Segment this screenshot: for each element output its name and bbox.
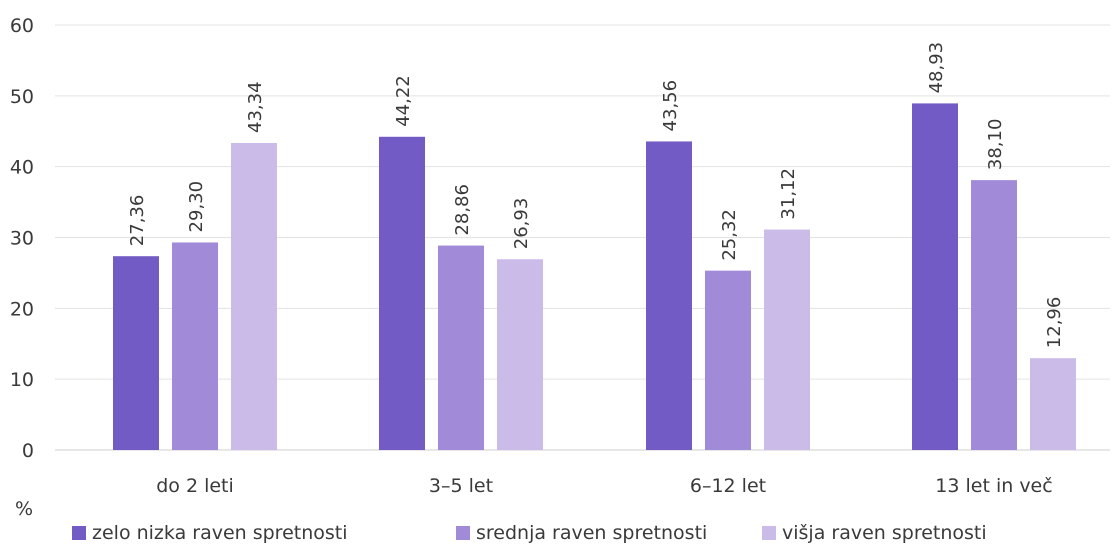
category-label: 13 let in več [935,475,1052,497]
bar [764,229,810,450]
data-label: 28,86 [452,184,473,236]
bars [113,103,1076,450]
data-label: 25,32 [719,209,740,261]
data-label: 26,93 [511,198,532,250]
legend-label: višja raven spretnosti [782,522,987,544]
y-tick-label: 10 [10,369,34,391]
category-labels: do 2 leti 3–5 let 6–12 let 13 let in več [156,475,1052,497]
bar [379,136,425,450]
bar [231,143,277,450]
y-tick-label: 20 [10,298,34,320]
y-axis-ticks: 0 10 20 30 40 50 60 [10,15,34,462]
category-label: do 2 leti [156,475,234,497]
gridlines [55,24,1110,451]
category-label: 3–5 let [429,475,493,497]
legend-label: zelo nizka raven spretnosti [92,522,348,544]
bar [1030,358,1076,450]
y-tick-label: 40 [10,157,34,179]
y-tick-label: 50 [10,86,34,108]
data-label: 43,34 [245,81,266,133]
data-label: 12,96 [1044,297,1065,349]
data-label: 38,10 [985,119,1006,171]
bar [646,141,692,450]
legend-swatch [762,526,776,540]
category-label: 6–12 let [690,475,766,497]
legend: zelo nizka raven spretnosti srednja raven… [72,522,1062,544]
bar [705,270,751,450]
legend-item: višja raven spretnosti [762,522,1062,544]
legend-label: srednja raven spretnosti [476,522,708,544]
bar [497,259,543,450]
y-axis-unit-label: % [15,498,33,520]
data-label: 44,22 [393,75,414,127]
bar [912,103,958,450]
bar [172,242,218,450]
bar [971,180,1017,450]
bar [113,256,159,450]
data-label: 27,36 [127,195,148,247]
legend-swatch [72,526,86,540]
legend-item: zelo nizka raven spretnosti [72,522,456,544]
legend-item: srednja raven spretnosti [456,522,762,544]
data-label: 48,93 [926,42,947,94]
bar [438,245,484,450]
y-tick-label: 0 [22,440,34,462]
data-labels: 27,36 29,30 43,34 44,22 28,86 26,93 43,56 25,32… [127,42,1065,348]
data-label: 31,12 [778,168,799,220]
data-label: 29,30 [186,181,207,233]
data-label: 43,56 [660,80,681,132]
legend-swatch [456,526,470,540]
y-tick-label: 60 [10,15,34,37]
y-tick-label: 30 [10,228,34,250]
